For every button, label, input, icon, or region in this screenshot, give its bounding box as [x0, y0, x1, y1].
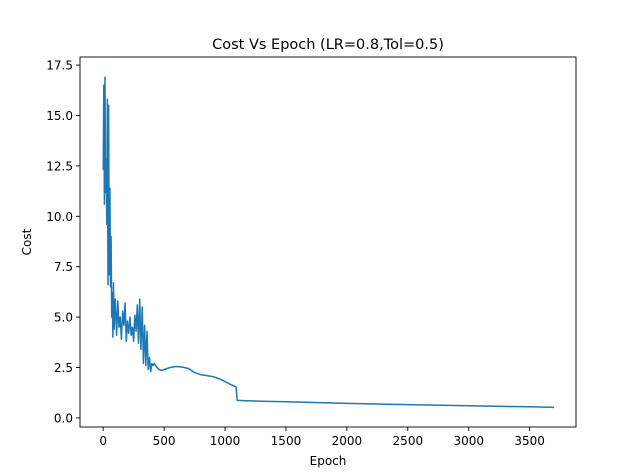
cost-series-line [102, 76, 555, 409]
chart-title: Cost Vs Epoch (LR=0.8,Tol=0.5) [212, 37, 444, 53]
y-tick-label: 2.5 [54, 361, 73, 375]
y-tick-label: 12.5 [46, 159, 73, 173]
x-tick-label: 1500 [271, 434, 302, 448]
y-axis-title: Cost [20, 228, 34, 255]
x-tick-label: 2500 [393, 434, 424, 448]
y-tick-label: 0.0 [54, 411, 73, 425]
y-tick-label: 17.5 [46, 59, 73, 73]
x-axis-title: Epoch [310, 454, 347, 468]
x-tick-label: 2000 [332, 434, 363, 448]
x-tick-label: 500 [153, 434, 176, 448]
x-tick-label: 1000 [210, 434, 241, 448]
y-tick-label: 10.0 [46, 210, 73, 224]
x-tick-label: 3000 [453, 434, 484, 448]
y-tick-label: 15.0 [46, 109, 73, 123]
plot-frame [79, 56, 577, 428]
y-tick-label: 5.0 [54, 311, 73, 325]
x-tick-label: 0 [99, 434, 107, 448]
x-tick-label: 3500 [514, 434, 545, 448]
x-axis-ticks: 0 500 1000 1500 2000 2500 3000 3500 [99, 427, 545, 448]
y-axis-ticks: 0.0 2.5 5.0 7.5 10.0 12.5 15.0 17.5 [46, 59, 80, 425]
y-tick-label: 7.5 [54, 260, 73, 274]
